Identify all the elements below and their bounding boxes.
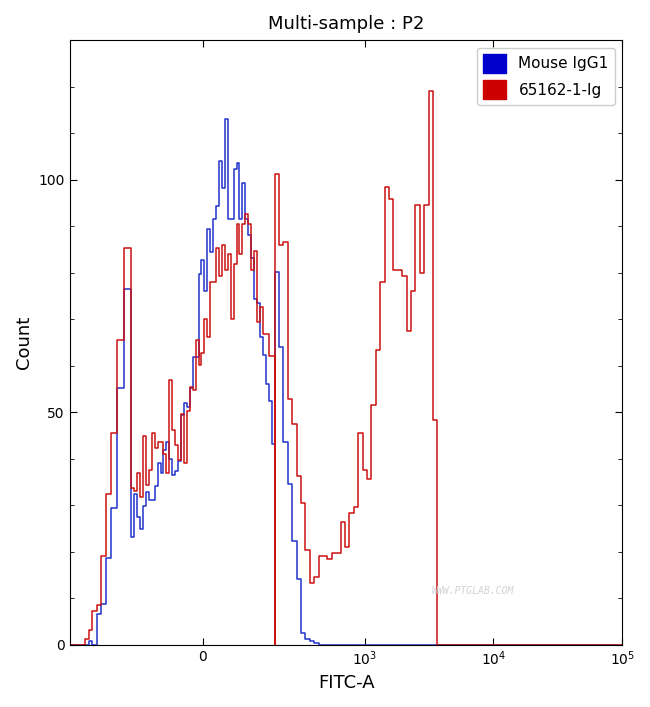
Text: WWW.PTGLAB.COM: WWW.PTGLAB.COM: [432, 585, 514, 595]
Y-axis label: Count: Count: [15, 316, 33, 369]
Title: Multi-sample : P2: Multi-sample : P2: [268, 15, 424, 33]
Legend: Mouse IgG1, 65162-1-Ig: Mouse IgG1, 65162-1-Ig: [477, 48, 615, 105]
X-axis label: FITC-A: FITC-A: [318, 674, 374, 692]
